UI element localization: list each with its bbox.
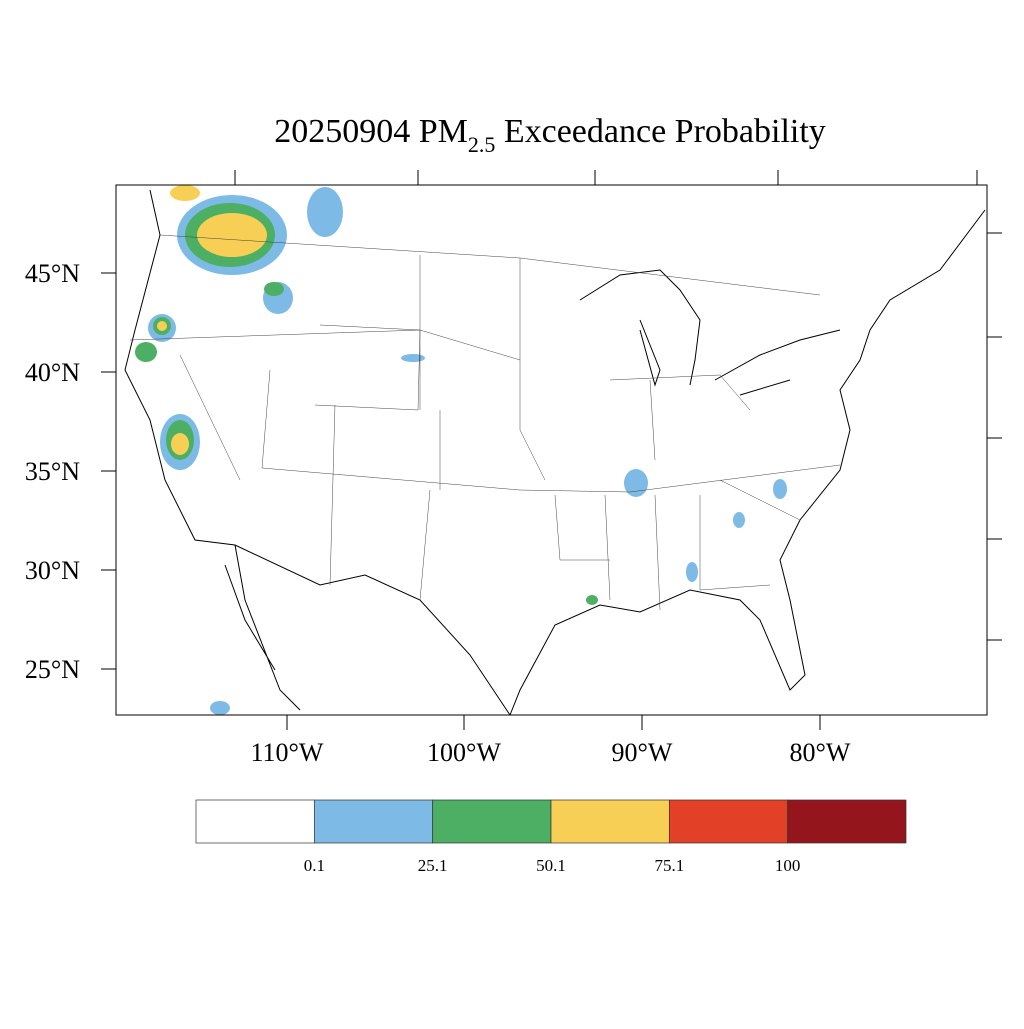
frame-ticks <box>234 170 1002 641</box>
axis-labels: 45°N 40°N 35°N 30°N 25°N 110°W 100°W 90°W 80°W <box>25 259 851 767</box>
lat-label: 45°N <box>25 259 80 288</box>
colorbar-box <box>432 799 552 844</box>
lon-label: 90°W <box>612 738 673 767</box>
colorbar-label: 75.1 <box>654 856 684 875</box>
colorbar-box <box>787 799 907 844</box>
title-rest: Exceedance Probability <box>504 113 826 150</box>
lon-label: 80°W <box>790 738 851 767</box>
colorbar: 0.1 25.1 50.1 75.1 100 <box>195 799 907 875</box>
colorbar-label: 50.1 <box>536 856 566 875</box>
state-borders <box>129 234 841 611</box>
colorbar-label: 100 <box>775 856 801 875</box>
lat-label: 40°N <box>25 358 80 387</box>
lon-label: 100°W <box>427 738 501 767</box>
colorbar-box <box>195 799 315 844</box>
colorbar-box <box>313 799 434 844</box>
colorbar-box <box>550 799 670 844</box>
colorbar-label: 25.1 <box>418 856 448 875</box>
lat-label: 35°N <box>25 457 80 486</box>
lat-label: 25°N <box>25 655 80 684</box>
map-title: 20250904 PM2.5 Exceedance Probability <box>274 113 826 157</box>
title-subscript: 2.5 <box>468 132 496 157</box>
map-frame <box>115 184 988 716</box>
title-main: 20250904 PM <box>274 113 468 150</box>
lat-label: 30°N <box>25 556 80 585</box>
probability-areas <box>135 185 787 715</box>
colorbar-label: 0.1 <box>304 856 325 875</box>
lon-label: 110°W <box>251 738 324 767</box>
title-space <box>495 113 504 150</box>
colorbar-box <box>668 799 789 844</box>
